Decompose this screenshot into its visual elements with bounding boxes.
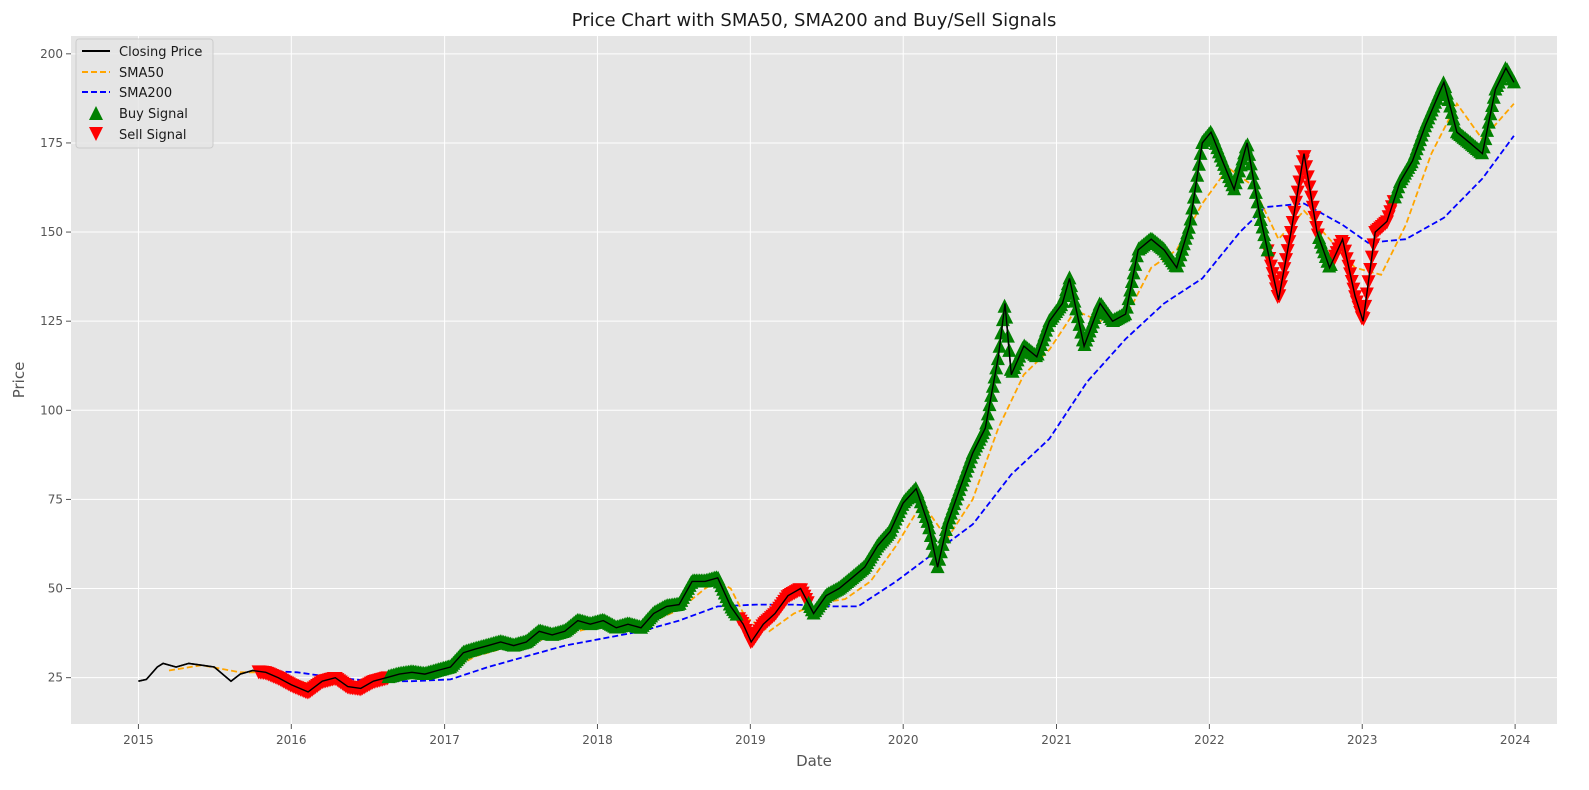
y-tick-label: 25 <box>48 671 63 685</box>
y-tick-label: 50 <box>48 582 63 596</box>
y-tick-label: 125 <box>40 314 63 328</box>
plot-area <box>71 36 1557 724</box>
sma200-line <box>258 135 1515 683</box>
x-tick-label: 2019 <box>735 733 766 747</box>
x-tick-label: 2021 <box>1041 733 1072 747</box>
grid-lines <box>71 36 1557 724</box>
y-tick-label: 200 <box>40 47 63 61</box>
x-tick-label: 2024 <box>1500 733 1531 747</box>
legend-sma200-label: SMA200 <box>119 86 172 101</box>
buy-signal-marker <box>1062 270 1077 285</box>
legend-buy-label: Buy Signal <box>119 107 188 122</box>
x-axis-label: Date <box>796 752 832 770</box>
legend-sell-marker <box>89 127 103 141</box>
tick-labels: 2015 2016 2017 2018 2019 2020 2021 2022 2023 2024… <box>40 47 1530 747</box>
x-tick-label: 2015 <box>123 733 154 747</box>
y-tick-label: 175 <box>40 136 63 150</box>
signal-layer <box>138 60 1521 700</box>
x-tick-label: 2020 <box>888 733 919 747</box>
x-tick-label: 2022 <box>1194 733 1225 747</box>
closing-price-line-overlay <box>138 66 1515 693</box>
y-tick-label: 150 <box>40 225 63 239</box>
chart-title: Price Chart with SMA50, SMA200 and Buy/S… <box>572 10 1057 31</box>
x-tick-label: 2018 <box>582 733 613 747</box>
x-tick-label: 2023 <box>1347 733 1378 747</box>
legend-sma50-label: SMA50 <box>119 66 164 81</box>
y-tick-label: 75 <box>48 492 63 506</box>
legend-box <box>75 38 214 149</box>
legend: Closing Price SMA50 SMA200 Buy Signal Se… <box>75 38 214 149</box>
legend-buy-marker <box>89 106 103 120</box>
legend-sell-label: Sell Signal <box>119 128 187 143</box>
x-tick-label: 2016 <box>276 733 307 747</box>
y-tick-label: 100 <box>40 403 63 417</box>
legend-closing-label: Closing Price <box>119 45 202 60</box>
y-axis-label: Price <box>10 362 28 399</box>
x-tick-label: 2017 <box>429 733 460 747</box>
